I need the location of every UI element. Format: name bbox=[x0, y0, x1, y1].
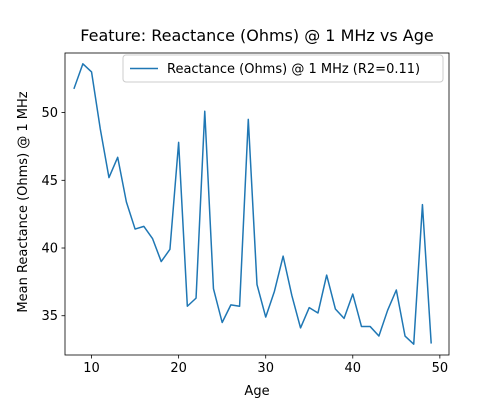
x-tick-label: 30 bbox=[257, 361, 274, 376]
axes-frame bbox=[64, 52, 450, 356]
y-tick-label: 35 bbox=[41, 309, 58, 324]
series-line-0 bbox=[73, 63, 432, 345]
y-tick-label: 40 bbox=[41, 242, 58, 257]
legend-box bbox=[122, 54, 444, 83]
plot-area bbox=[65, 53, 449, 355]
x-tick-label: 20 bbox=[170, 361, 187, 376]
x-tick-label: 40 bbox=[345, 361, 362, 376]
x-axis-label: Age bbox=[244, 384, 269, 399]
legend-label: Reactance (Ohms) @ 1 MHz (R2=0.11) bbox=[167, 62, 420, 77]
y-tick-label: 50 bbox=[41, 106, 58, 121]
plot-background bbox=[65, 53, 449, 355]
x-tick-label: 50 bbox=[432, 361, 449, 376]
legend: Reactance (Ohms) @ 1 MHz (R2=0.11) bbox=[122, 54, 444, 83]
series-layer bbox=[73, 63, 432, 345]
chart-title: Feature: Reactance (Ohms) @ 1 MHz vs Age bbox=[80, 26, 433, 45]
axes-layer: 10 20 30 40 50 35 40 45 50 bbox=[41, 52, 450, 376]
y-tick-label: 45 bbox=[41, 174, 58, 189]
y-axis-label: Mean Reactance (Ohms) @ 1 MHz bbox=[16, 91, 31, 312]
x-tick-label: 10 bbox=[83, 361, 100, 376]
